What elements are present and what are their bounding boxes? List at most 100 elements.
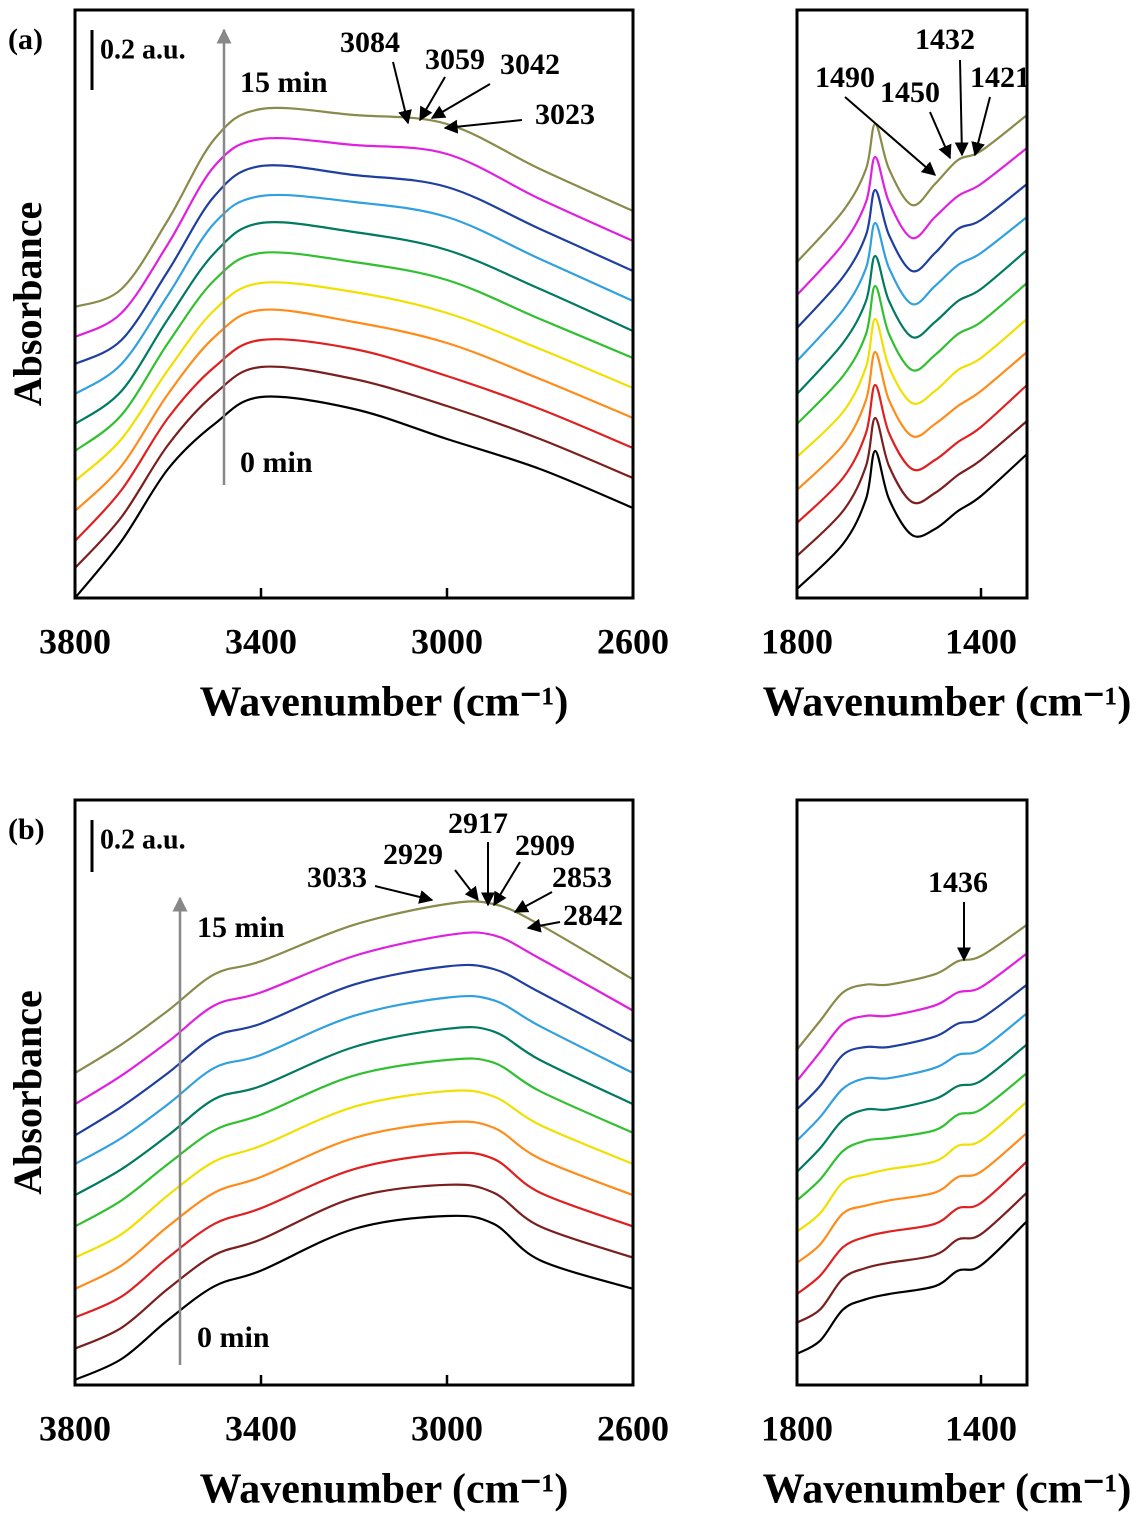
peak-label: 2853 (552, 861, 612, 894)
peak-arrow (971, 96, 991, 157)
spectrum (796, 282, 1028, 425)
spectrum (796, 383, 1028, 524)
spectrum (796, 114, 1028, 263)
x-tick-label: 3800 (39, 1408, 111, 1448)
x-axis-label: Wavenumber (cm⁻¹) (200, 1467, 569, 1513)
plot-frame (795, 798, 1029, 1387)
panel-label: (a) (8, 23, 43, 56)
x-tick-label: 1400 (945, 621, 1017, 661)
spectrum (74, 1151, 634, 1319)
spectrum (796, 350, 1028, 491)
spectrum (796, 449, 1028, 590)
x-axis-label: Wavenumber (cm⁻¹) (200, 680, 569, 726)
peak-label: 3059 (425, 43, 485, 76)
time-label: 0 min (240, 446, 313, 479)
spectrum (796, 1191, 1028, 1324)
spectrum (796, 923, 1028, 1051)
peak-arrow (392, 61, 412, 125)
x-tick-label: 1400 (945, 1408, 1017, 1448)
peak-arrow (419, 76, 446, 122)
plot-frame (73, 8, 635, 600)
peak-arrow (374, 885, 434, 904)
peak-label: 2917 (448, 807, 508, 840)
x-tick-label: 3000 (411, 621, 483, 661)
peak-arrow (443, 119, 523, 134)
y-axis-label: Absorbance (5, 202, 50, 406)
spectrum (796, 1043, 1028, 1173)
peak-label: 2909 (515, 829, 575, 862)
spectrum (74, 1089, 634, 1259)
time-label: 0 min (197, 1321, 270, 1354)
peak-label: 1450 (880, 76, 940, 109)
spectrum (796, 183, 1028, 329)
peak-label: 1432 (915, 23, 975, 56)
peak-arrow (844, 96, 937, 176)
peak-label: 3023 (535, 98, 595, 131)
spectrum (796, 1012, 1028, 1142)
spectrum (796, 1220, 1028, 1355)
spectrum (796, 1131, 1028, 1264)
x-tick-label: 3400 (225, 621, 297, 661)
plot-frame (73, 798, 635, 1387)
spectrum (74, 1183, 634, 1350)
peak-label: 1421 (970, 61, 1030, 94)
scale-bar-label: 0.2 a.u. (100, 34, 186, 65)
spectrum (74, 164, 634, 365)
x-tick-label: 3000 (411, 1408, 483, 1448)
spectrum (74, 221, 634, 425)
spectrum (796, 1100, 1028, 1233)
spectrum (74, 395, 634, 599)
spectrum (796, 952, 1028, 1082)
scale-bar-label: 0.2 a.u. (100, 824, 186, 855)
peak-arrow (454, 869, 479, 902)
peak-arrow (954, 59, 969, 157)
peak-arrow (929, 111, 952, 160)
x-axis-label: Wavenumber (cm⁻¹) (763, 1467, 1132, 1513)
spectrum (74, 1214, 634, 1381)
y-axis-label: Absorbance (5, 990, 50, 1194)
spectrum (74, 1120, 634, 1290)
x-tick-label: 1800 (761, 1408, 833, 1448)
spectrum (74, 931, 634, 1106)
peak-arrow (513, 891, 553, 913)
spectrum (796, 317, 1028, 458)
spectrum (74, 365, 634, 569)
time-label: 15 min (240, 66, 328, 99)
spectrum (74, 1026, 634, 1197)
x-axis-label: Wavenumber (cm⁻¹) (763, 680, 1132, 726)
spectrum (74, 193, 634, 395)
peak-arrow (430, 83, 491, 119)
peak-label: 3084 (340, 26, 400, 59)
peak-label: 2929 (383, 838, 443, 871)
peak-label: 1436 (928, 866, 988, 899)
peak-label: 3042 (500, 48, 560, 81)
x-tick-label: 3400 (225, 1408, 297, 1448)
x-tick-label: 1800 (761, 621, 833, 661)
plot-frame (795, 8, 1029, 600)
x-tick-label: 3800 (39, 621, 111, 661)
spectrum (796, 983, 1028, 1111)
spectrum (74, 251, 634, 452)
spectrum (74, 136, 634, 338)
spectrum (796, 249, 1028, 395)
peak-label: 1490 (815, 61, 875, 94)
spectrum (796, 1160, 1028, 1295)
x-tick-label: 2600 (597, 1408, 669, 1448)
spectrum (74, 281, 634, 482)
spectrum (796, 416, 1028, 557)
time-label: 15 min (197, 911, 285, 944)
spectrum (74, 994, 634, 1165)
spectrum (796, 216, 1028, 362)
spectrum (74, 106, 634, 309)
spectrum (796, 147, 1028, 296)
spectrum (74, 963, 634, 1137)
peak-arrow (493, 861, 521, 907)
spectrum (796, 1072, 1028, 1202)
spectrum (74, 308, 634, 512)
peak-label: 2842 (563, 899, 623, 932)
spectrum (74, 338, 634, 542)
spectrum (74, 1057, 634, 1228)
panel-label: (b) (8, 813, 45, 846)
peak-arrow (526, 918, 561, 933)
